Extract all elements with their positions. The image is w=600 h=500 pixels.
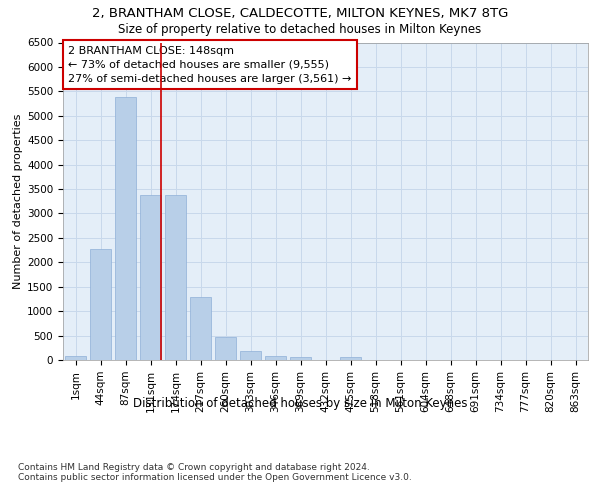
Text: 2 BRANTHAM CLOSE: 148sqm
← 73% of detached houses are smaller (9,555)
27% of sem: 2 BRANTHAM CLOSE: 148sqm ← 73% of detach… <box>68 46 352 84</box>
Bar <box>240 350 261 360</box>
Bar <box>190 296 211 360</box>
Y-axis label: Number of detached properties: Number of detached properties <box>13 114 23 289</box>
Bar <box>115 97 136 360</box>
Bar <box>140 195 161 360</box>
Bar <box>290 357 311 360</box>
Bar <box>65 356 86 360</box>
Bar <box>90 248 111 360</box>
Text: 2, BRANTHAM CLOSE, CALDECOTTE, MILTON KEYNES, MK7 8TG: 2, BRANTHAM CLOSE, CALDECOTTE, MILTON KE… <box>92 8 508 20</box>
Bar <box>215 336 236 360</box>
Text: Contains HM Land Registry data © Crown copyright and database right 2024.
Contai: Contains HM Land Registry data © Crown c… <box>18 462 412 482</box>
Bar <box>165 195 186 360</box>
Bar <box>340 358 361 360</box>
Bar <box>265 356 286 360</box>
Text: Size of property relative to detached houses in Milton Keynes: Size of property relative to detached ho… <box>118 22 482 36</box>
Text: Distribution of detached houses by size in Milton Keynes: Distribution of detached houses by size … <box>133 398 467 410</box>
